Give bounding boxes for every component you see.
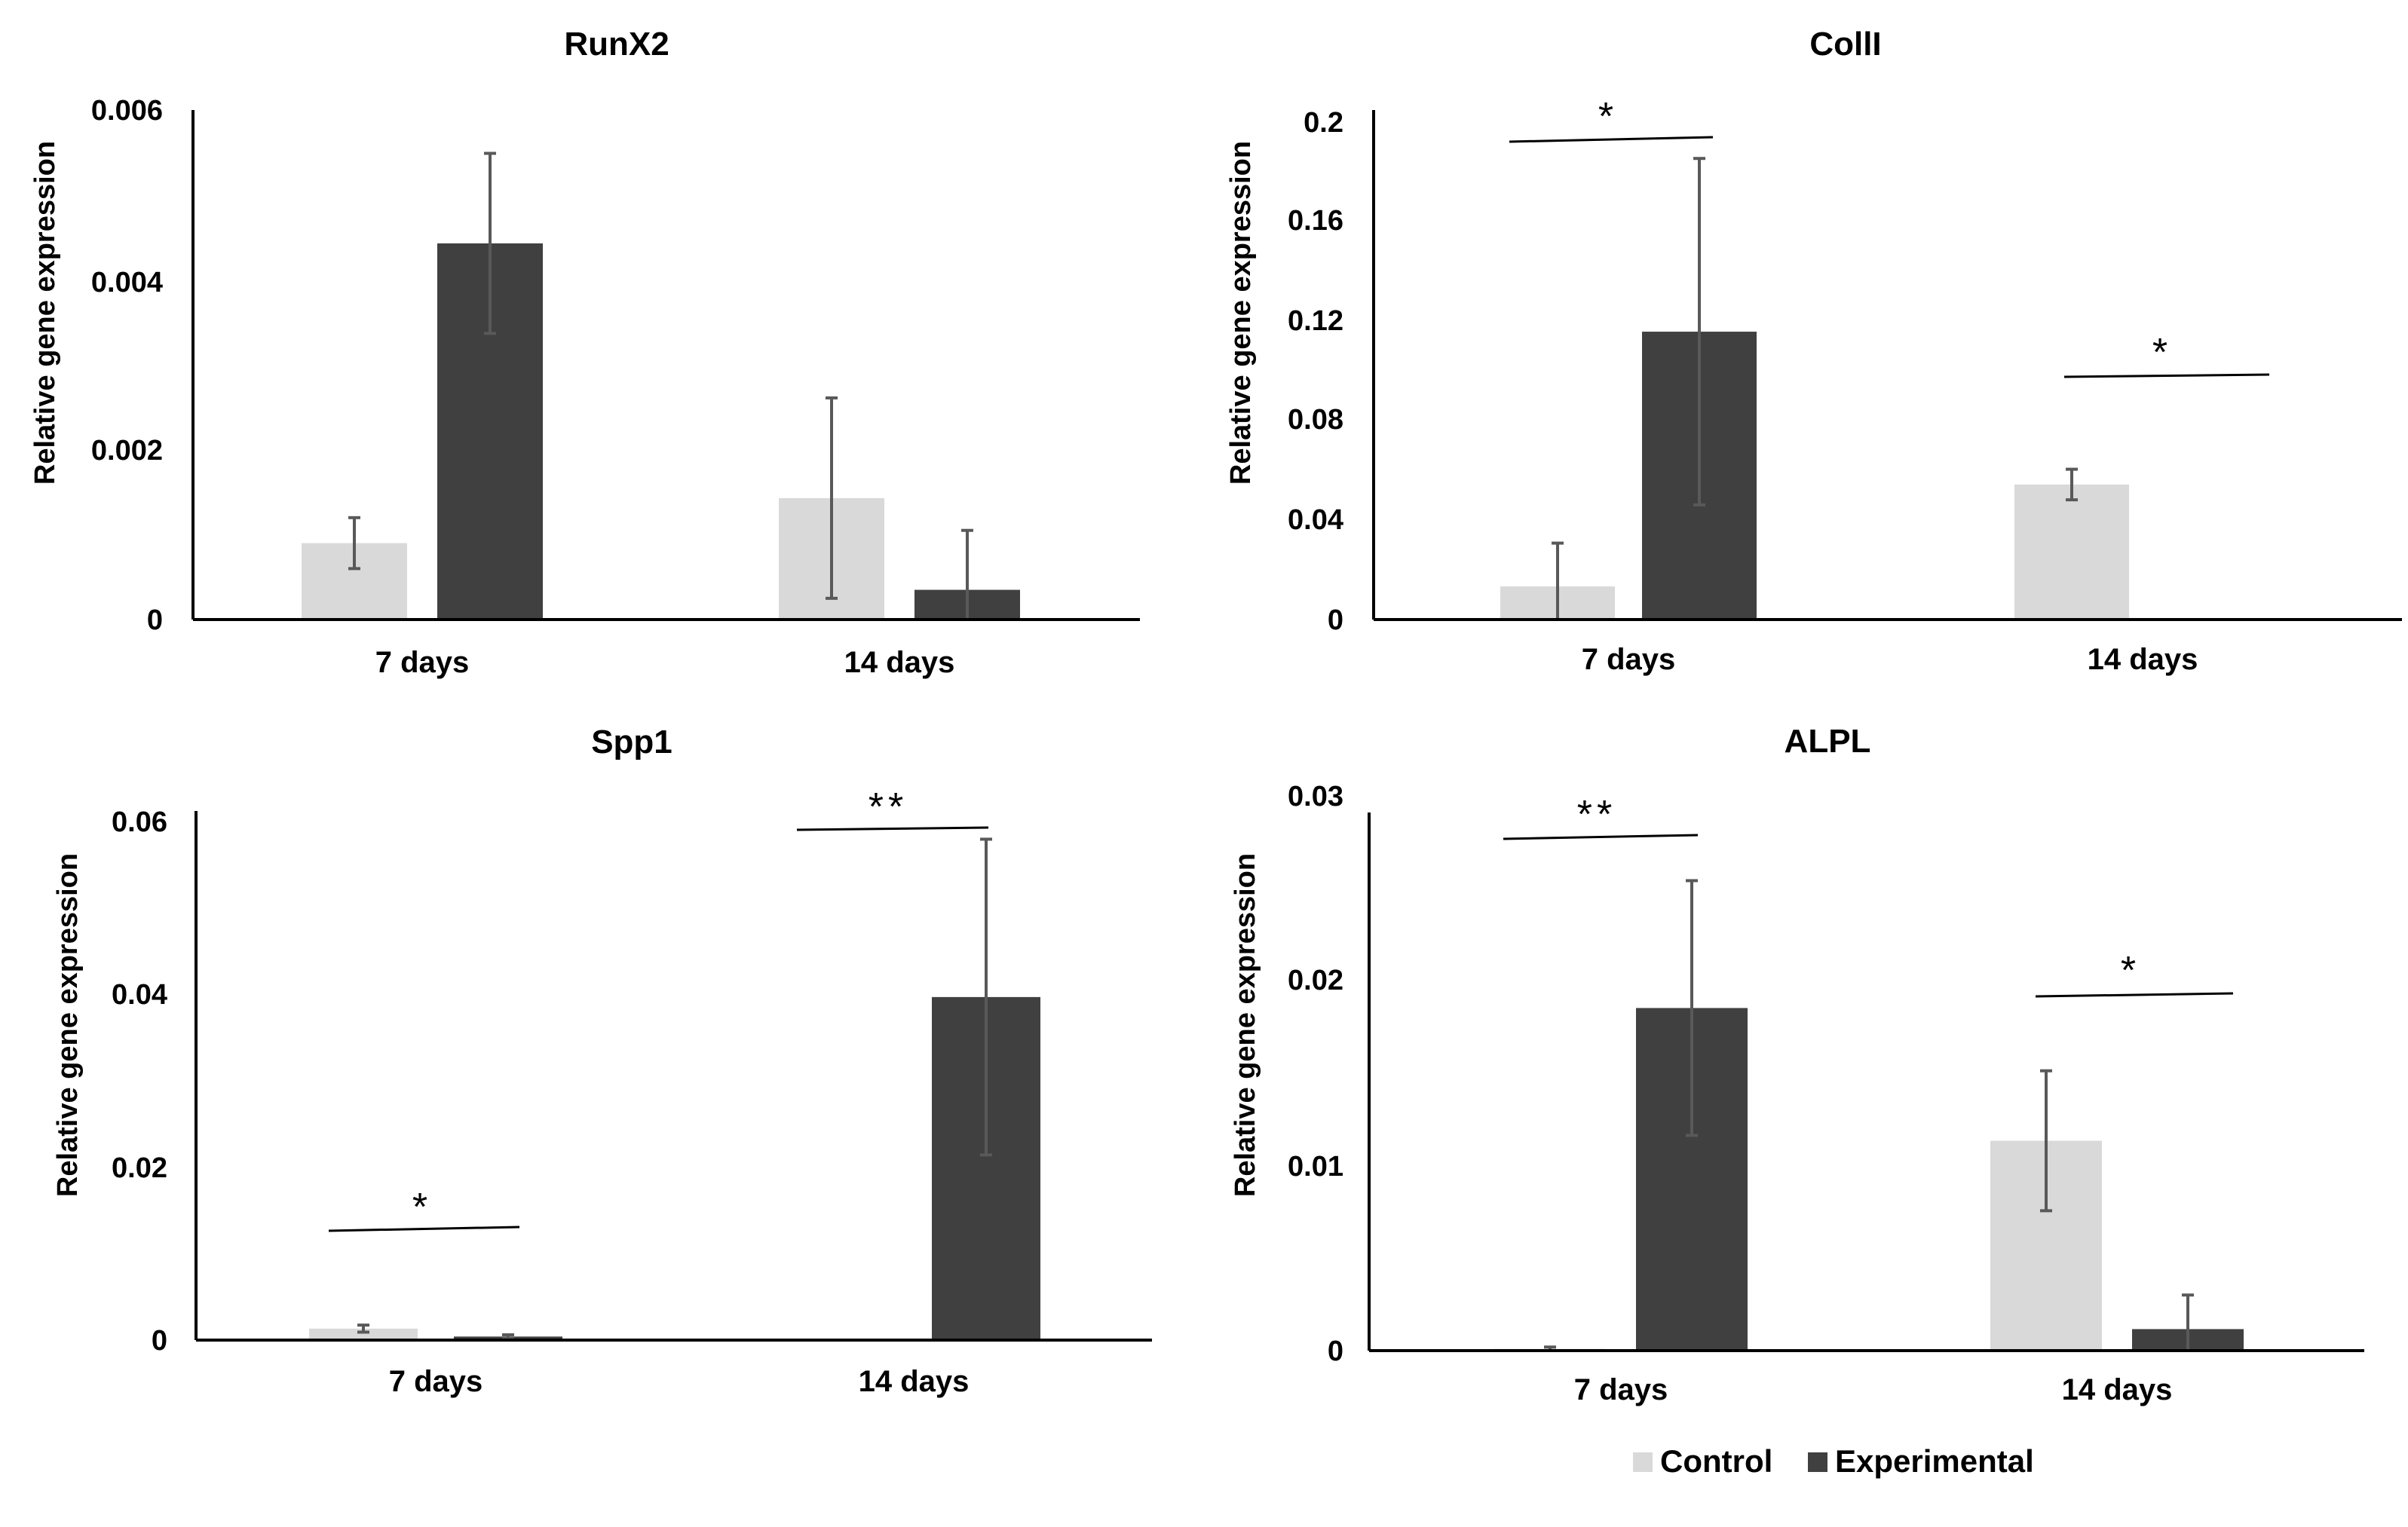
chart-title: ALPL	[1785, 723, 1871, 760]
y-axis-label: Relative gene expression	[1225, 141, 1257, 485]
y-axis-label: Relative gene expression	[1230, 853, 1261, 1197]
x-category-label: 7 days	[389, 1365, 483, 1398]
legend-swatch-experimental	[1808, 1452, 1827, 1472]
significance-line	[2035, 992, 2234, 998]
y-tick-label: 0.004	[91, 267, 163, 298]
legend-swatch-control	[1633, 1452, 1653, 1472]
y-tick-label: 0	[147, 604, 163, 636]
chart-panel-spp1: Spp1 Relative gene expression 0 0.02 0.04 0.0…	[52, 724, 1152, 1398]
x-category-label: 7 days	[1574, 1373, 1668, 1406]
y-tick-label: 0.02	[1288, 965, 1343, 996]
chart-title: CollI	[1809, 26, 1881, 63]
y-tick-label: 0.006	[91, 95, 163, 127]
y-tick-label: 0.002	[91, 435, 163, 467]
y-tick-label: 0.01	[1288, 1151, 1343, 1183]
y-tick-label: 0.04	[1288, 504, 1343, 536]
significance-marker: *	[412, 1186, 432, 1229]
y-tick-label: 0.16	[1288, 205, 1343, 237]
significance-marker: *	[1598, 95, 1618, 139]
y-axis-label: Relative gene expression	[52, 853, 84, 1197]
significance-marker: **	[869, 785, 908, 829]
significance-marker: *	[2121, 949, 2140, 993]
y-tick-label: 0.08	[1288, 404, 1343, 436]
x-category-label: 14 days	[844, 646, 955, 679]
chart-title: RunX2	[564, 26, 669, 63]
y-tick-label: 0.12	[1288, 305, 1343, 337]
chart-panel-runx2: RunX2 Relative gene expression 0 0.002 0.004…	[29, 26, 1140, 679]
y-tick-label: 0	[1328, 1336, 1343, 1367]
legend-label: Control	[1660, 1443, 1772, 1479]
bar-control	[2014, 484, 2129, 620]
significance-line	[2063, 373, 2270, 378]
y-tick-label: 0.06	[112, 806, 167, 838]
y-tick-label: 0.03	[1288, 781, 1343, 812]
y-tick-label: 0	[1328, 604, 1343, 636]
x-category-label: 14 days	[859, 1365, 970, 1398]
x-category-label: 7 days	[375, 646, 470, 679]
significance-marker: *	[2152, 331, 2172, 375]
y-tick-label: 0	[152, 1325, 167, 1357]
x-category-label: 14 days	[2062, 1373, 2173, 1406]
significance-line	[796, 826, 989, 831]
y-tick-label: 0.02	[112, 1152, 167, 1184]
legend: Control Experimental	[1633, 1443, 2034, 1479]
chart-title: Spp1	[591, 724, 672, 760]
x-category-label: 7 days	[1582, 643, 1676, 676]
significance-line	[1509, 136, 1714, 143]
significance-line	[328, 1226, 520, 1232]
x-category-label: 14 days	[2088, 643, 2198, 676]
chart-panel-alpl: ALPL Relative gene expression 0 0.01 0.02 0.0…	[1230, 723, 2364, 1406]
bar-control	[309, 1328, 418, 1340]
legend-label: Experimental	[1835, 1443, 2034, 1479]
y-tick-label: 0.04	[112, 979, 167, 1011]
chart-panel-colli: CollI Relative gene expression 0 0.04 0.08 0.…	[1225, 26, 2402, 676]
significance-marker: **	[1577, 793, 1616, 837]
y-tick-label: 0.2	[1304, 107, 1343, 139]
significance-line	[1503, 834, 1699, 840]
y-axis-label: Relative gene expression	[29, 141, 61, 485]
